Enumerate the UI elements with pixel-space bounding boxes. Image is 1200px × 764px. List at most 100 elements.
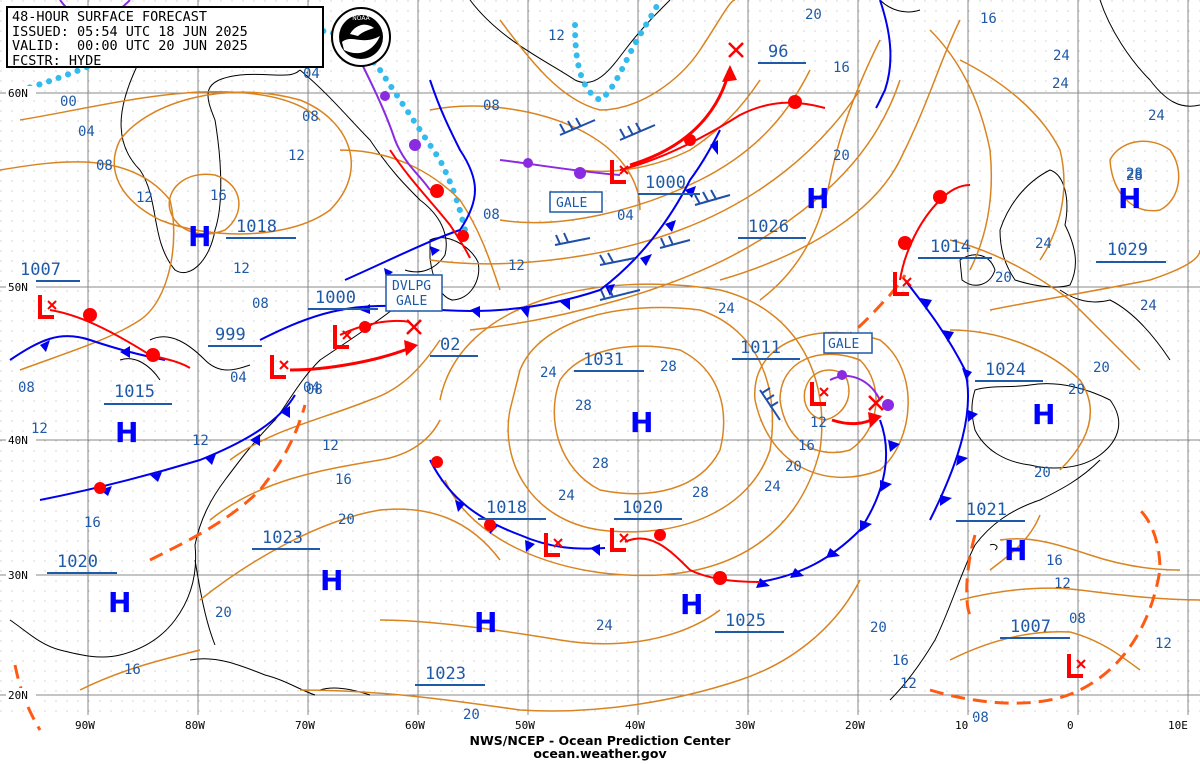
cold-front-main (344, 79, 476, 281)
isobar-label: 08 (96, 158, 113, 174)
lon-label: 90W (75, 719, 95, 732)
isobar-1024-high (719, 19, 961, 281)
lat-label: 50N (8, 281, 28, 294)
isobar-label: 12 (508, 258, 525, 274)
high-centers: H H H H H H H H H H H (108, 182, 1141, 639)
cold-barb (455, 500, 465, 512)
low-centers (38, 160, 1086, 678)
trough-mid-atlantic (839, 274, 907, 342)
isobar-label: 12 (1054, 576, 1071, 592)
arrowhead (722, 65, 737, 82)
cold-front-greenland (875, 0, 892, 109)
isobar-label: 24 (558, 488, 575, 504)
isobar-label: 16 (124, 662, 141, 678)
isobar-hudson-1016 (168, 173, 240, 235)
isobar-west-1008 (0, 161, 175, 371)
isobar-label: 20 (785, 459, 802, 475)
coast-great-lakes (119, 336, 251, 381)
forecaster: FCSTR: HYDE (12, 52, 102, 69)
occluded-mark (837, 370, 847, 380)
isobar-20-south (299, 579, 861, 712)
coast-scandinavia (1099, 0, 1200, 107)
lon-label: 70W (295, 719, 315, 732)
isobar-label: 16 (1046, 553, 1063, 569)
cold-barb (756, 578, 770, 588)
cold-barb (826, 548, 840, 558)
isobar-label: 12 (548, 28, 565, 44)
isobar-label: 04 (617, 208, 634, 224)
map-background (0, 0, 1200, 715)
issued-time: ISSUED: 05:54 UTC 18 JUN 2025 (12, 23, 248, 40)
lon-label-bg (1064, 718, 1078, 732)
cold-barb (956, 455, 968, 466)
occluded-front-denmark (499, 159, 621, 176)
warm-front-bumps (83, 95, 947, 585)
occluded-mark (523, 158, 533, 168)
isobar-label: 08 (306, 382, 323, 398)
isobar-label: 20 (995, 270, 1012, 286)
gale-box (549, 191, 603, 213)
cold-barb (100, 486, 112, 496)
warm-bump (430, 184, 444, 198)
cold-barb (888, 440, 900, 452)
lon-label-bg (512, 718, 544, 732)
isobar-scandi-28 (1109, 140, 1180, 212)
isobar-label: 20 (805, 7, 822, 23)
gale-label: GALE (828, 337, 859, 352)
isobar-uk-24 (959, 59, 1065, 261)
isobar-label: 00 (60, 94, 77, 110)
high-pressure-label: 1029 (1107, 240, 1148, 260)
isobar-label: 24 (1148, 108, 1165, 124)
warm-bump (359, 321, 371, 333)
lat-label-bg (6, 433, 36, 447)
warm-bump (83, 308, 97, 322)
isobar-greenland-12 (499, 0, 736, 111)
isobar-label: 08 (302, 109, 319, 125)
isobar-label: 24 (1140, 298, 1157, 314)
cold-barb (560, 298, 570, 310)
low-icon (270, 355, 289, 379)
cold-barb (962, 368, 972, 380)
isobar-24-south (379, 609, 721, 645)
low-pressure-label: 999 (215, 325, 246, 345)
cold-barb (790, 568, 804, 578)
high-pressure-label: 1025 (725, 611, 766, 631)
isobar-1016-ring (469, 79, 901, 331)
gale-box (823, 332, 873, 354)
isobar-label: 24 (1035, 236, 1052, 252)
isobar-label: 08 (18, 380, 35, 396)
coast-iberia (971, 383, 1120, 469)
wind-barb (619, 122, 656, 141)
high-icon: H (320, 564, 343, 597)
cold-front-south (429, 459, 606, 550)
forecast-title: 48-HOUR SURFACE FORECAST (12, 9, 208, 25)
isobar-label: 28 (592, 456, 609, 472)
isobar-east-1020 (949, 329, 1092, 471)
low-pressure-label: 1014 (930, 237, 971, 257)
coast-iceland (879, 0, 921, 13)
isobar-label: 24 (1052, 76, 1069, 92)
lon-label-bg (292, 718, 324, 732)
cold-barb (430, 246, 440, 256)
isobar-label: 16 (833, 60, 850, 76)
cold-barb (685, 186, 696, 198)
isobar-label: 12 (322, 438, 339, 454)
cold-barb (120, 346, 130, 358)
isobar-label: 12 (136, 190, 153, 206)
isobar-1012-ring (429, 89, 861, 265)
isobar-label: 16 (84, 515, 101, 531)
dvlpg-label: DVLPG (392, 279, 431, 294)
lon-label: 10E (1168, 719, 1188, 732)
coast-france (1059, 289, 1171, 361)
pressure-labels: 1000 1007 999 1000 1014 1011 1018 1020 1… (14, 42, 1166, 686)
isobar-label: 16 (892, 653, 909, 669)
warm-bump (933, 190, 947, 204)
isobar-label: 20 (870, 620, 887, 636)
lon-label-bg (402, 718, 434, 732)
isobar-denmark-1004 (579, 79, 761, 173)
isobar-africa-08 (949, 630, 1141, 671)
lat-label-bg (6, 86, 36, 100)
wind-barb (599, 287, 641, 301)
lat-label: 20N (8, 689, 28, 702)
isobar-label: 12 (288, 148, 305, 164)
